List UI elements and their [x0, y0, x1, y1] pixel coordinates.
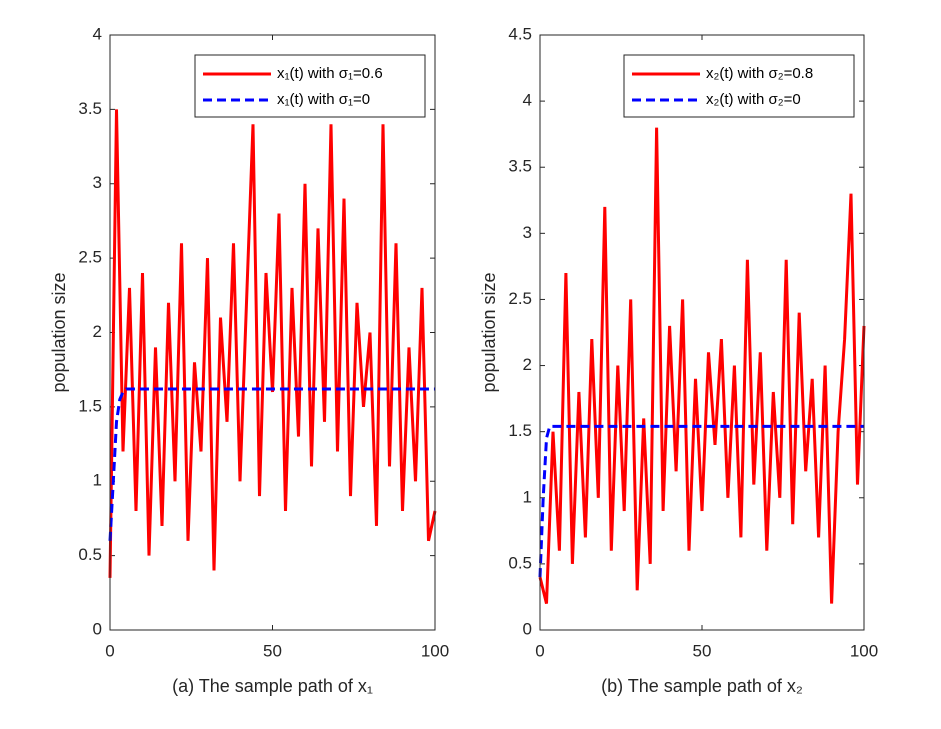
x-tick-label: 0: [535, 641, 544, 660]
x-axis-label: (a) The sample path of x₁: [172, 676, 373, 696]
x-tick-label: 50: [263, 641, 282, 660]
y-tick-label: 3: [523, 223, 532, 242]
data-line: [538, 127, 866, 604]
y-tick-label: 0.5: [508, 553, 532, 572]
x-tick-label: 100: [850, 641, 878, 660]
data-line: [108, 109, 437, 578]
legend-label: x₂(t) with σ₂=0.8: [706, 65, 813, 82]
y-tick-label: 2: [523, 355, 532, 374]
y-tick-label: 2.5: [78, 248, 102, 267]
axes-box: [109, 34, 436, 631]
legend-label: x₂(t) with σ₂=0: [706, 91, 801, 108]
x-axis-label: (b) The sample path of x₂: [601, 676, 803, 696]
y-tick-label: 3.5: [78, 99, 102, 118]
y-tick-label: 4.5: [508, 24, 532, 43]
legend-box: [623, 54, 855, 118]
y-tick-label: 2: [93, 322, 102, 341]
y-tick-label: 1: [523, 487, 532, 506]
y-tick-label: 1: [93, 471, 102, 490]
legend-label: x₁(t) with σ₁=0.6: [277, 65, 383, 82]
x-tick-label: 100: [421, 641, 449, 660]
y-tick-label: 0: [523, 619, 532, 638]
x-tick-label: 50: [693, 641, 712, 660]
y-tick-label: 3: [93, 173, 102, 192]
x-tick-label: 0: [105, 641, 114, 660]
y-axis-label: population size: [49, 272, 69, 392]
y-tick-label: 4: [523, 91, 532, 110]
y-tick-label: 1.5: [78, 396, 102, 415]
legend-box: [194, 54, 426, 118]
data-line: [108, 387, 435, 541]
y-tick-label: 0.5: [78, 545, 102, 564]
plot-area: [540, 35, 864, 630]
y-tick-label: 0: [93, 619, 102, 638]
axes-box: [539, 34, 865, 631]
y-axis-label: population size: [479, 272, 499, 392]
y-tick-label: 3.5: [508, 157, 532, 176]
y-tick-label: 1.5: [508, 421, 532, 440]
y-tick-label: 4: [93, 24, 102, 43]
legend-label: x₁(t) with σ₁=0: [277, 91, 370, 108]
data-line: [538, 424, 864, 578]
y-tick-label: 2.5: [508, 289, 532, 308]
